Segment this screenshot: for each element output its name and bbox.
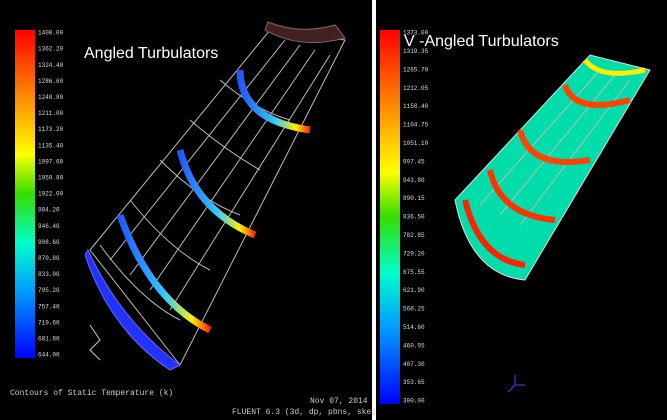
colorbar-label: 621.90 (403, 287, 425, 294)
colorbar-label: 984.20 (38, 207, 60, 214)
colorbar-label: 729.20 (403, 250, 425, 257)
colorbar-label: 1051.10 (403, 140, 429, 147)
colorbar-label: 943.80 (403, 177, 425, 184)
colorbar-label: 1212.05 (403, 85, 429, 92)
colorbar-label: 833.00 (38, 271, 60, 278)
colorbar-label: 890.15 (403, 195, 425, 202)
colorbar-label: 1248.80 (38, 94, 64, 101)
colorbar-label: 1286.60 (38, 78, 64, 85)
colorbar-label: 997.45 (403, 158, 425, 165)
colorbar (15, 30, 35, 358)
footer-caption: Contours of Static Temperature (k) (10, 389, 173, 398)
colorbar-label: 681.80 (38, 335, 60, 342)
colorbar-label: 407.30 (403, 361, 425, 368)
colorbar-label: 908.60 (38, 239, 60, 246)
colorbar-label: 1104.75 (403, 122, 429, 129)
panel-title: Angled Turbulators (84, 45, 218, 62)
colorbar-label: 1265.70 (403, 66, 429, 73)
colorbar-label: 782.85 (403, 232, 425, 239)
colorbar-label: 757.40 (38, 303, 60, 310)
colorbar-label: 1135.40 (38, 142, 64, 149)
colorbar-label: 1158.40 (403, 103, 429, 110)
colorbar-label: 460.95 (403, 342, 425, 349)
screenshot: 1400.00 1362.20 1324.40 1286.60 1248.80 1211.… (0, 0, 667, 420)
colorbar-label: 514.60 (403, 324, 425, 331)
colorbar-label: 946.40 (38, 223, 60, 230)
colorbar-label: 1059.80 (38, 174, 64, 181)
colorbar-label: 1173.20 (38, 126, 64, 133)
colorbar-label: 1022.00 (38, 191, 64, 198)
colorbar-label: 1097.60 (38, 158, 64, 165)
footer-date: Nov 07, 2014 (310, 397, 368, 406)
colorbar-label: 1211.00 (38, 110, 64, 117)
colorbar-label: 1400.00 (38, 30, 64, 37)
colorbar-label: 719.60 (38, 319, 60, 326)
colorbar-label: 568.25 (403, 306, 425, 313)
colorbar-label: 1324.40 (38, 62, 64, 69)
panel-title: V -Angled Turbulators (404, 33, 559, 50)
colorbar (380, 30, 400, 404)
colorbar-label: 675.55 (403, 269, 425, 276)
colorbar-label: 353.65 (403, 379, 425, 386)
footer-solver: FLUENT 6.3 (3d, dp, pbns, ske) (232, 408, 376, 417)
colorbar-label: 1362.20 (38, 46, 64, 53)
colorbar-label: 644.00 (38, 352, 60, 359)
colorbar-label: 795.20 (38, 287, 60, 294)
colorbar-label: 836.50 (403, 214, 425, 221)
colorbar-label: 300.00 (403, 398, 425, 405)
colorbar-label: 870.80 (38, 255, 60, 262)
